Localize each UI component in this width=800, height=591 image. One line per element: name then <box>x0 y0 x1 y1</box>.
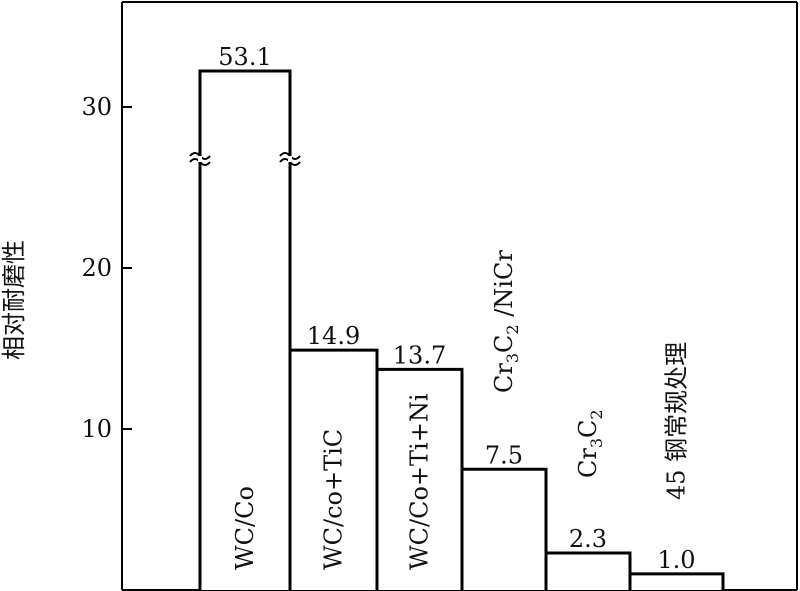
category-label-part: WC/Co+Ti+Ni <box>406 393 434 570</box>
category-label-part: Cr <box>490 363 518 393</box>
category-label: WC/Co <box>231 486 259 570</box>
category-label-part: 45 钢常规处理 <box>663 342 691 500</box>
category-label-part: C <box>574 420 602 438</box>
bar-group: 7.5 Cr3C2 /NiCr <box>460 250 548 590</box>
bar-series: 53.1 WC/Co 14.9 WC/co+TiC 13.7 WC/Co+Ti+Ni 7.5… <box>189 43 725 590</box>
axis-break-gap <box>198 156 202 162</box>
category-label-part: Cr <box>574 448 602 478</box>
bar-group: 13.7 WC/Co+Ti+Ni <box>375 341 464 590</box>
category-label: Cr3C2 /NiCr <box>490 250 522 393</box>
bar <box>460 467 548 590</box>
category-label: 45 钢常规处理 <box>663 342 691 500</box>
category-label-subscript: 3 <box>587 438 606 448</box>
bar-value-label: 1.0 <box>657 546 695 574</box>
bar-value-label: 7.5 <box>485 441 523 469</box>
bar-group: 1.0 45 钢常规处理 <box>628 342 725 590</box>
bar-value-label: 14.9 <box>307 322 360 350</box>
y-axis: 10 20 30 <box>81 93 132 443</box>
bar <box>544 551 632 590</box>
category-label-part: /NiCr <box>490 250 518 325</box>
bar <box>628 572 725 590</box>
axis-break-gap <box>288 156 292 162</box>
category-label-subscript: 3 <box>503 353 522 363</box>
y-tick-label: 20 <box>81 254 112 282</box>
y-tick-label: 30 <box>81 93 112 121</box>
category-label-part: WC/Co <box>231 486 259 570</box>
bar-group: 2.3 Cr3C2 <box>544 409 632 590</box>
bar-value-label: 13.7 <box>393 341 446 369</box>
y-tick-label: 10 <box>81 415 112 443</box>
category-label: WC/co+TiC <box>320 429 348 570</box>
category-label: Cr3C2 <box>574 409 606 478</box>
category-label-part: C <box>490 335 518 353</box>
category-label-part: WC/co+TiC <box>320 429 348 570</box>
bar-group: 53.1 WC/Co <box>189 43 301 590</box>
bar-value-label: 53.1 <box>218 43 271 71</box>
category-label-subscript: 2 <box>503 324 522 334</box>
bar-group: 14.9 WC/co+TiC <box>288 322 379 590</box>
category-label-subscript: 2 <box>587 409 606 419</box>
y-axis-label: 相对耐磨性 <box>0 240 28 360</box>
category-label: WC/Co+Ti+Ni <box>406 393 434 570</box>
bar-value-label: 2.3 <box>569 525 607 553</box>
bar <box>198 69 292 590</box>
